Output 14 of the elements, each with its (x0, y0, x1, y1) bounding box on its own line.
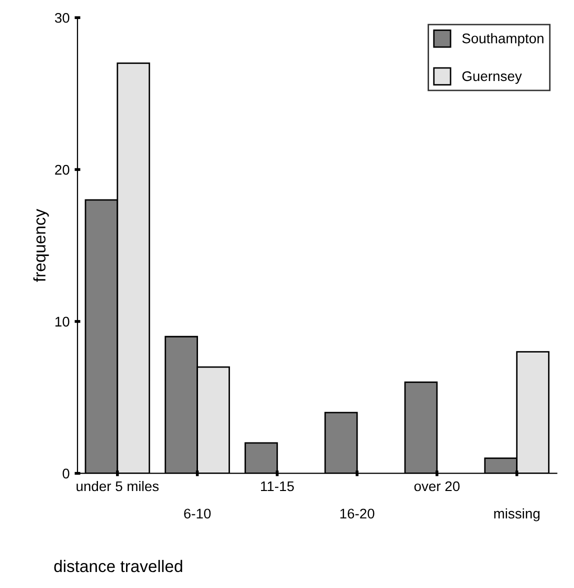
y-tick-label: 10 (55, 316, 70, 327)
x-axis-title: distance travelled (54, 560, 182, 572)
x-tick-label: 16-20 (340, 508, 374, 519)
x-tick-label: over 20 (414, 481, 460, 492)
legend-label: Southampton (462, 33, 544, 46)
y-axis-title: frequency (33, 208, 49, 282)
y-tick-label: 30 (54, 12, 70, 23)
x-tick-label: missing (494, 508, 540, 522)
y-tick-label: 0 (62, 468, 70, 479)
x-tick-label: 6-10 (184, 508, 211, 519)
x-tick-label: under 5 miles (76, 480, 159, 492)
legend-label: Guernsey (462, 71, 522, 84)
y-tick-label: 20 (55, 164, 70, 175)
x-tick-label: 11-15 (261, 481, 294, 492)
